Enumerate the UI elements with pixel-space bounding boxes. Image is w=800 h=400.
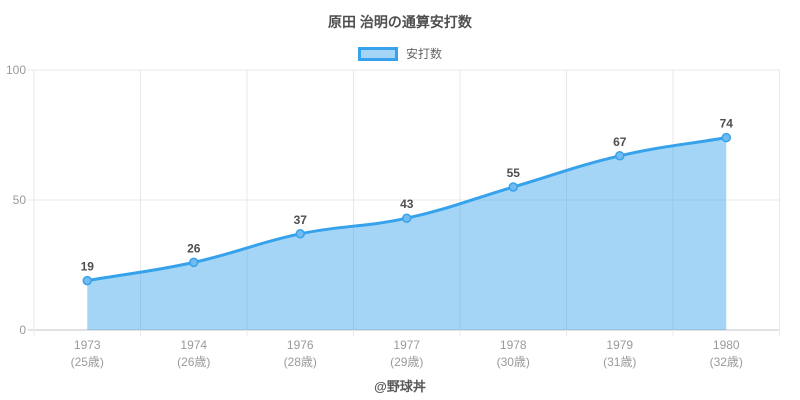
data-point[interactable] <box>295 229 305 239</box>
x-tick-year: 1979 <box>606 338 633 352</box>
value-label: 43 <box>400 197 414 211</box>
x-tick-age: (26歳) <box>177 355 210 369</box>
legend-item-hits[interactable]: 安打数 <box>0 45 800 62</box>
chart-footer-credit: @野球丼 <box>374 379 426 394</box>
data-point[interactable] <box>189 257 199 268</box>
x-tick-age: (29歳) <box>390 355 423 369</box>
series-area-fill <box>87 137 727 330</box>
x-tick-age: (25歳) <box>71 355 104 369</box>
value-label: 55 <box>507 166 521 180</box>
value-label: 19 <box>81 260 95 274</box>
y-tick-label: 0 <box>19 323 26 337</box>
x-tick-year: 1980 <box>713 338 740 352</box>
x-tick-year: 1976 <box>287 338 314 352</box>
x-tick-year: 1973 <box>74 338 101 352</box>
y-tick-label: 50 <box>13 193 27 207</box>
value-label: 37 <box>294 213 308 227</box>
legend-swatch-icon <box>357 46 398 61</box>
x-tick-age: (30歳) <box>497 355 530 369</box>
data-point[interactable] <box>615 151 625 161</box>
x-tick-year: 1974 <box>180 338 207 352</box>
value-label: 67 <box>613 135 627 149</box>
data-point[interactable] <box>82 275 92 286</box>
data-points: 19 26 37 43 55 67 74 <box>81 117 734 286</box>
data-point[interactable] <box>508 182 518 192</box>
chart-title: 原田 治明の通算安打数 <box>328 14 472 30</box>
x-tick-age: (31歳) <box>603 355 636 369</box>
x-tick-age: (32歳) <box>710 355 743 369</box>
x-axis-labels: 1973 (25歳) 1974 (26歳) 1976 (28歳) 1977 (29歳) 1978… <box>71 338 743 369</box>
x-tick-year: 1977 <box>393 338 420 352</box>
y-tick-label: 100 <box>6 63 26 77</box>
value-label: 74 <box>720 117 734 131</box>
legend-label: 安打数 <box>405 47 442 61</box>
x-tick-age: (28歳) <box>284 355 317 369</box>
data-point[interactable] <box>402 213 412 223</box>
data-point[interactable] <box>721 132 731 143</box>
value-label: 26 <box>187 241 201 255</box>
x-tick-year: 1978 <box>500 338 527 352</box>
